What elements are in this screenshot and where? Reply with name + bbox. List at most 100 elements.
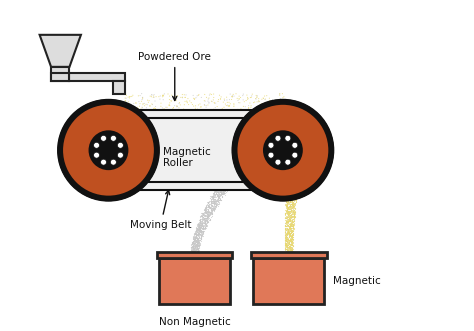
Point — [288, 149, 295, 154]
Point — [268, 120, 276, 126]
Point — [287, 173, 294, 178]
Point — [230, 175, 238, 181]
Point — [292, 120, 300, 126]
Point — [292, 199, 300, 204]
Point — [283, 110, 290, 115]
Point — [150, 95, 158, 100]
Point — [197, 232, 204, 238]
Point — [258, 138, 265, 143]
Point — [288, 114, 295, 119]
Point — [290, 152, 297, 157]
Point — [290, 108, 298, 113]
Point — [270, 115, 277, 120]
Point — [292, 133, 300, 139]
Point — [272, 116, 279, 121]
Point — [253, 94, 261, 100]
Point — [266, 114, 273, 119]
Point — [287, 213, 294, 218]
Point — [201, 226, 209, 231]
Point — [293, 111, 301, 116]
Point — [228, 175, 236, 180]
Point — [203, 209, 210, 214]
Point — [213, 192, 221, 197]
Point — [285, 194, 293, 199]
Point — [285, 168, 292, 173]
Point — [294, 149, 302, 154]
Point — [296, 131, 303, 136]
Point — [209, 205, 217, 211]
Point — [245, 155, 253, 160]
Point — [201, 225, 208, 231]
Point — [225, 167, 233, 173]
Point — [283, 233, 291, 238]
Point — [218, 186, 226, 192]
Point — [270, 114, 278, 119]
Point — [199, 230, 207, 235]
Point — [285, 203, 293, 208]
Point — [242, 148, 249, 154]
Point — [204, 203, 211, 208]
Point — [279, 108, 286, 114]
Point — [288, 244, 295, 249]
Point — [294, 168, 301, 173]
Point — [290, 123, 298, 128]
Point — [246, 136, 253, 142]
Point — [293, 161, 301, 166]
Point — [200, 226, 208, 232]
Point — [292, 146, 300, 151]
Point — [193, 225, 201, 231]
Point — [224, 178, 231, 183]
Point — [291, 147, 298, 152]
Point — [291, 110, 298, 115]
Point — [296, 136, 303, 141]
Point — [223, 180, 231, 185]
Point — [283, 218, 291, 224]
Point — [283, 118, 291, 123]
Point — [240, 145, 248, 151]
Point — [192, 233, 200, 238]
Point — [287, 214, 294, 220]
Point — [290, 138, 297, 143]
Point — [285, 121, 292, 126]
Point — [287, 188, 294, 194]
Point — [296, 113, 304, 118]
Point — [274, 112, 282, 118]
Point — [284, 149, 292, 155]
Point — [194, 236, 201, 241]
Point — [290, 113, 298, 118]
Point — [196, 226, 203, 231]
Point — [283, 171, 291, 177]
Point — [207, 210, 214, 215]
Point — [287, 217, 295, 222]
Point — [287, 148, 294, 153]
Point — [257, 127, 265, 132]
Point — [252, 135, 259, 140]
Point — [290, 223, 297, 228]
Point — [287, 154, 295, 159]
Point — [194, 228, 202, 234]
Point — [294, 158, 302, 163]
Point — [215, 187, 223, 192]
Point — [284, 139, 292, 145]
Point — [253, 99, 261, 105]
Point — [255, 126, 263, 132]
Point — [264, 114, 272, 119]
Point — [237, 159, 244, 164]
Point — [143, 105, 150, 111]
Point — [292, 122, 299, 127]
Point — [225, 186, 232, 191]
Point — [289, 193, 296, 198]
Point — [262, 129, 269, 134]
Point — [293, 135, 301, 141]
Point — [289, 209, 297, 214]
Point — [296, 118, 303, 123]
Point — [191, 248, 199, 253]
Point — [284, 218, 292, 223]
Point — [234, 165, 241, 170]
Point — [292, 137, 300, 142]
Point — [291, 209, 298, 214]
Point — [289, 224, 297, 229]
Point — [194, 234, 202, 239]
Point — [287, 110, 295, 116]
Point — [190, 93, 197, 98]
